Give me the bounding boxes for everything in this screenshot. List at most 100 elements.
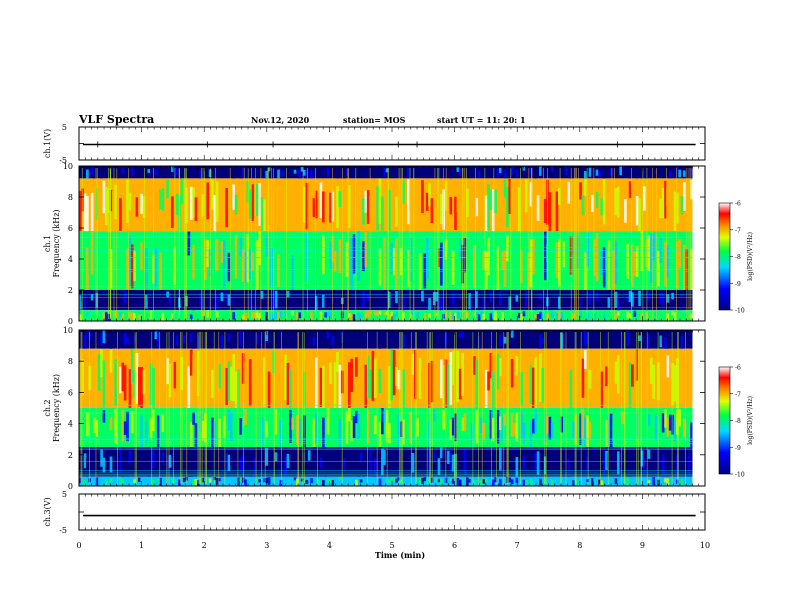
spectral-streak: [543, 413, 547, 442]
spectral-streak: [135, 197, 139, 217]
spectral-streak: [515, 356, 519, 376]
spectral-streak: [86, 412, 89, 437]
spectral-streak: [119, 331, 122, 345]
spectral-streak: [463, 448, 467, 476]
spectral-streak: [609, 365, 613, 394]
spectral-streak: [473, 312, 476, 317]
spectral-streak: [329, 297, 332, 311]
spectral-streak: [326, 311, 330, 316]
spectral-streak: [498, 447, 502, 471]
spectral-streak: [395, 290, 398, 304]
spectral-streak: [508, 351, 512, 381]
spectral-streak: [647, 334, 651, 349]
spectral-streak: [154, 411, 158, 430]
spectral-streak: [565, 457, 568, 476]
spectral-streak: [199, 311, 202, 321]
spectral-streak: [402, 312, 405, 321]
spectral-streak: [272, 167, 276, 173]
spectral-streak: [95, 362, 99, 394]
spectral-streak: [666, 245, 670, 278]
spectral-streak: [364, 231, 368, 268]
spectral-streak: [388, 314, 391, 320]
spectral-streak: [194, 311, 198, 318]
spectral-streak: [421, 370, 424, 391]
spectral-streak: [135, 352, 139, 404]
spectral-streak: [498, 243, 502, 282]
spectral-streak: [397, 370, 401, 390]
spectral-streak: [520, 371, 523, 407]
spectral-streak: [388, 423, 391, 444]
spectral-streak: [645, 297, 648, 311]
spectral-streak: [449, 419, 453, 440]
spectral-streak: [156, 478, 160, 483]
spectral-streak: [336, 170, 339, 179]
spectral-streak: [230, 412, 233, 442]
spectral-streak: [336, 352, 339, 372]
spectral-streak: [253, 330, 257, 341]
spectral-streak: [277, 361, 280, 395]
spectral-streak: [546, 452, 549, 472]
spectral-streak: [583, 178, 587, 196]
spectral-streak: [251, 330, 254, 339]
spectral-streak: [572, 480, 575, 486]
spectral-streak: [298, 312, 302, 319]
spectral-streak: [664, 409, 667, 428]
spectral-streak: [189, 186, 193, 220]
spectral-streak: [95, 188, 99, 220]
spectral-streak: [227, 252, 231, 282]
spectral-streak: [180, 178, 184, 205]
spectral-streak: [480, 417, 483, 434]
spectral-streak: [487, 184, 490, 231]
spectral-streak: [244, 408, 247, 425]
spectral-streak: [496, 246, 500, 290]
spectral-streak: [638, 351, 641, 396]
spectral-streak: [326, 408, 330, 435]
spectral-streak: [543, 231, 547, 281]
no-data-region: [692, 166, 705, 321]
spectral-streak: [140, 367, 144, 408]
spectral-streak: [246, 296, 250, 304]
spectral-streak: [303, 372, 306, 408]
spectral-streak: [86, 169, 89, 179]
spectral-streak: [536, 419, 540, 447]
spectral-streak: [175, 251, 179, 283]
spectral-streak: [664, 180, 667, 219]
spectral-streak: [406, 331, 410, 342]
spectral-streak: [130, 410, 134, 434]
spectral-streak: [498, 167, 502, 174]
spectral-streak: [652, 477, 656, 486]
spectral-streak: [319, 169, 323, 178]
spectral-streak: [685, 479, 689, 485]
y-axis-label: ch.3(V): [43, 497, 52, 526]
spectral-streak: [600, 371, 604, 408]
spectral-streak: [397, 477, 401, 481]
spectral-streak: [605, 450, 608, 470]
spectral-streak: [350, 336, 354, 343]
spectral-streak: [102, 410, 106, 423]
spectral-streak: [159, 349, 162, 389]
spectral-streak: [489, 353, 493, 379]
spectral-streak: [482, 313, 486, 320]
spectral-streak: [598, 170, 601, 178]
colorbar-gradient: [718, 366, 731, 475]
spectral-streak: [461, 352, 464, 396]
spectral-streak: [187, 331, 191, 341]
spectral-streak: [227, 334, 231, 341]
spectral-streak: [635, 349, 639, 381]
spectral-streak: [557, 296, 561, 309]
spectral-streak: [482, 479, 486, 484]
spectral-streak: [631, 336, 634, 349]
spectral-streak: [97, 414, 101, 434]
spectral-streak: [192, 293, 195, 311]
spectral-streak: [147, 363, 151, 382]
spectral-streak: [402, 476, 405, 481]
spectral-streak: [423, 458, 427, 472]
spectral-streak: [331, 168, 335, 177]
spectral-streak: [475, 476, 479, 480]
spectral-streak: [465, 295, 469, 311]
spectral-streak: [307, 336, 311, 345]
spectral-streak: [322, 294, 325, 308]
spectral-streak: [458, 293, 462, 301]
spectral-streak: [454, 453, 457, 477]
spectral-streak: [671, 186, 674, 206]
